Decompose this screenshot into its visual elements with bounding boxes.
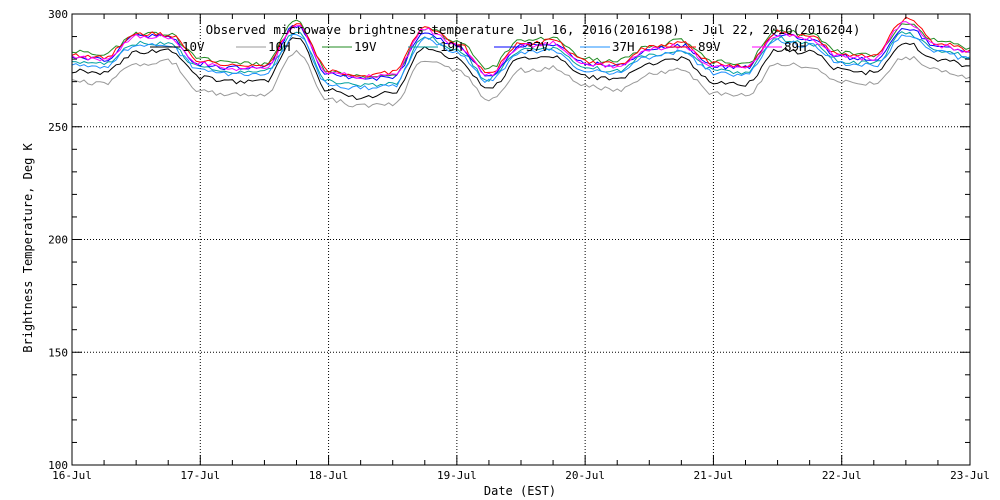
x-tick-label: 17-Jul bbox=[180, 469, 220, 482]
y-tick-label: 250 bbox=[48, 121, 68, 134]
axis-ticks: 100 150 200 250 300 16-Jul 17-Jul 18-Jul 19-Jul 2… bbox=[48, 8, 990, 482]
grid-lines bbox=[72, 14, 970, 465]
legend-label-19h: 19H bbox=[440, 39, 463, 54]
y-tick-label: 100 bbox=[48, 459, 68, 472]
legend: 10V 10H 19V 19H 37V 37H 89V 89H bbox=[150, 39, 807, 54]
y-axis-title: Brightness Temperature, Deg K bbox=[21, 142, 35, 352]
x-tick-label: 22-Jul bbox=[822, 469, 862, 482]
series-line-89h bbox=[71, 21, 971, 80]
legend-label-37v: 37V bbox=[526, 39, 549, 54]
legend-label-19v: 19V bbox=[354, 39, 377, 54]
x-tick-label: 20-Jul bbox=[565, 469, 605, 482]
series-line-10v bbox=[71, 37, 971, 101]
series-line-10h bbox=[71, 49, 971, 109]
x-tick-label: 16-Jul bbox=[52, 469, 92, 482]
chart-title: Observed microwave brightness temperatur… bbox=[206, 22, 861, 37]
x-tick-label: 18-Jul bbox=[309, 469, 349, 482]
legend-label-89v: 89V bbox=[698, 39, 721, 54]
series-lines bbox=[71, 16, 971, 109]
series-line-37h bbox=[71, 33, 971, 91]
legend-label-10v: 10V bbox=[182, 39, 205, 54]
series-line-19h bbox=[71, 31, 971, 88]
legend-label-37h: 37H bbox=[612, 39, 635, 54]
legend-label-10h: 10H bbox=[268, 39, 291, 54]
x-tick-label: 19-Jul bbox=[437, 469, 477, 482]
x-axis-title: Date (EST) bbox=[484, 484, 556, 498]
y-tick-label: 150 bbox=[48, 346, 68, 359]
series-line-89v bbox=[71, 16, 971, 78]
series-line-19v bbox=[71, 19, 971, 78]
y-tick-label: 300 bbox=[48, 8, 68, 21]
x-tick-label: 21-Jul bbox=[694, 469, 734, 482]
legend-label-89h: 89H bbox=[784, 39, 807, 54]
y-tick-label: 200 bbox=[48, 234, 68, 247]
x-tick-label: 23-Jul bbox=[950, 469, 990, 482]
